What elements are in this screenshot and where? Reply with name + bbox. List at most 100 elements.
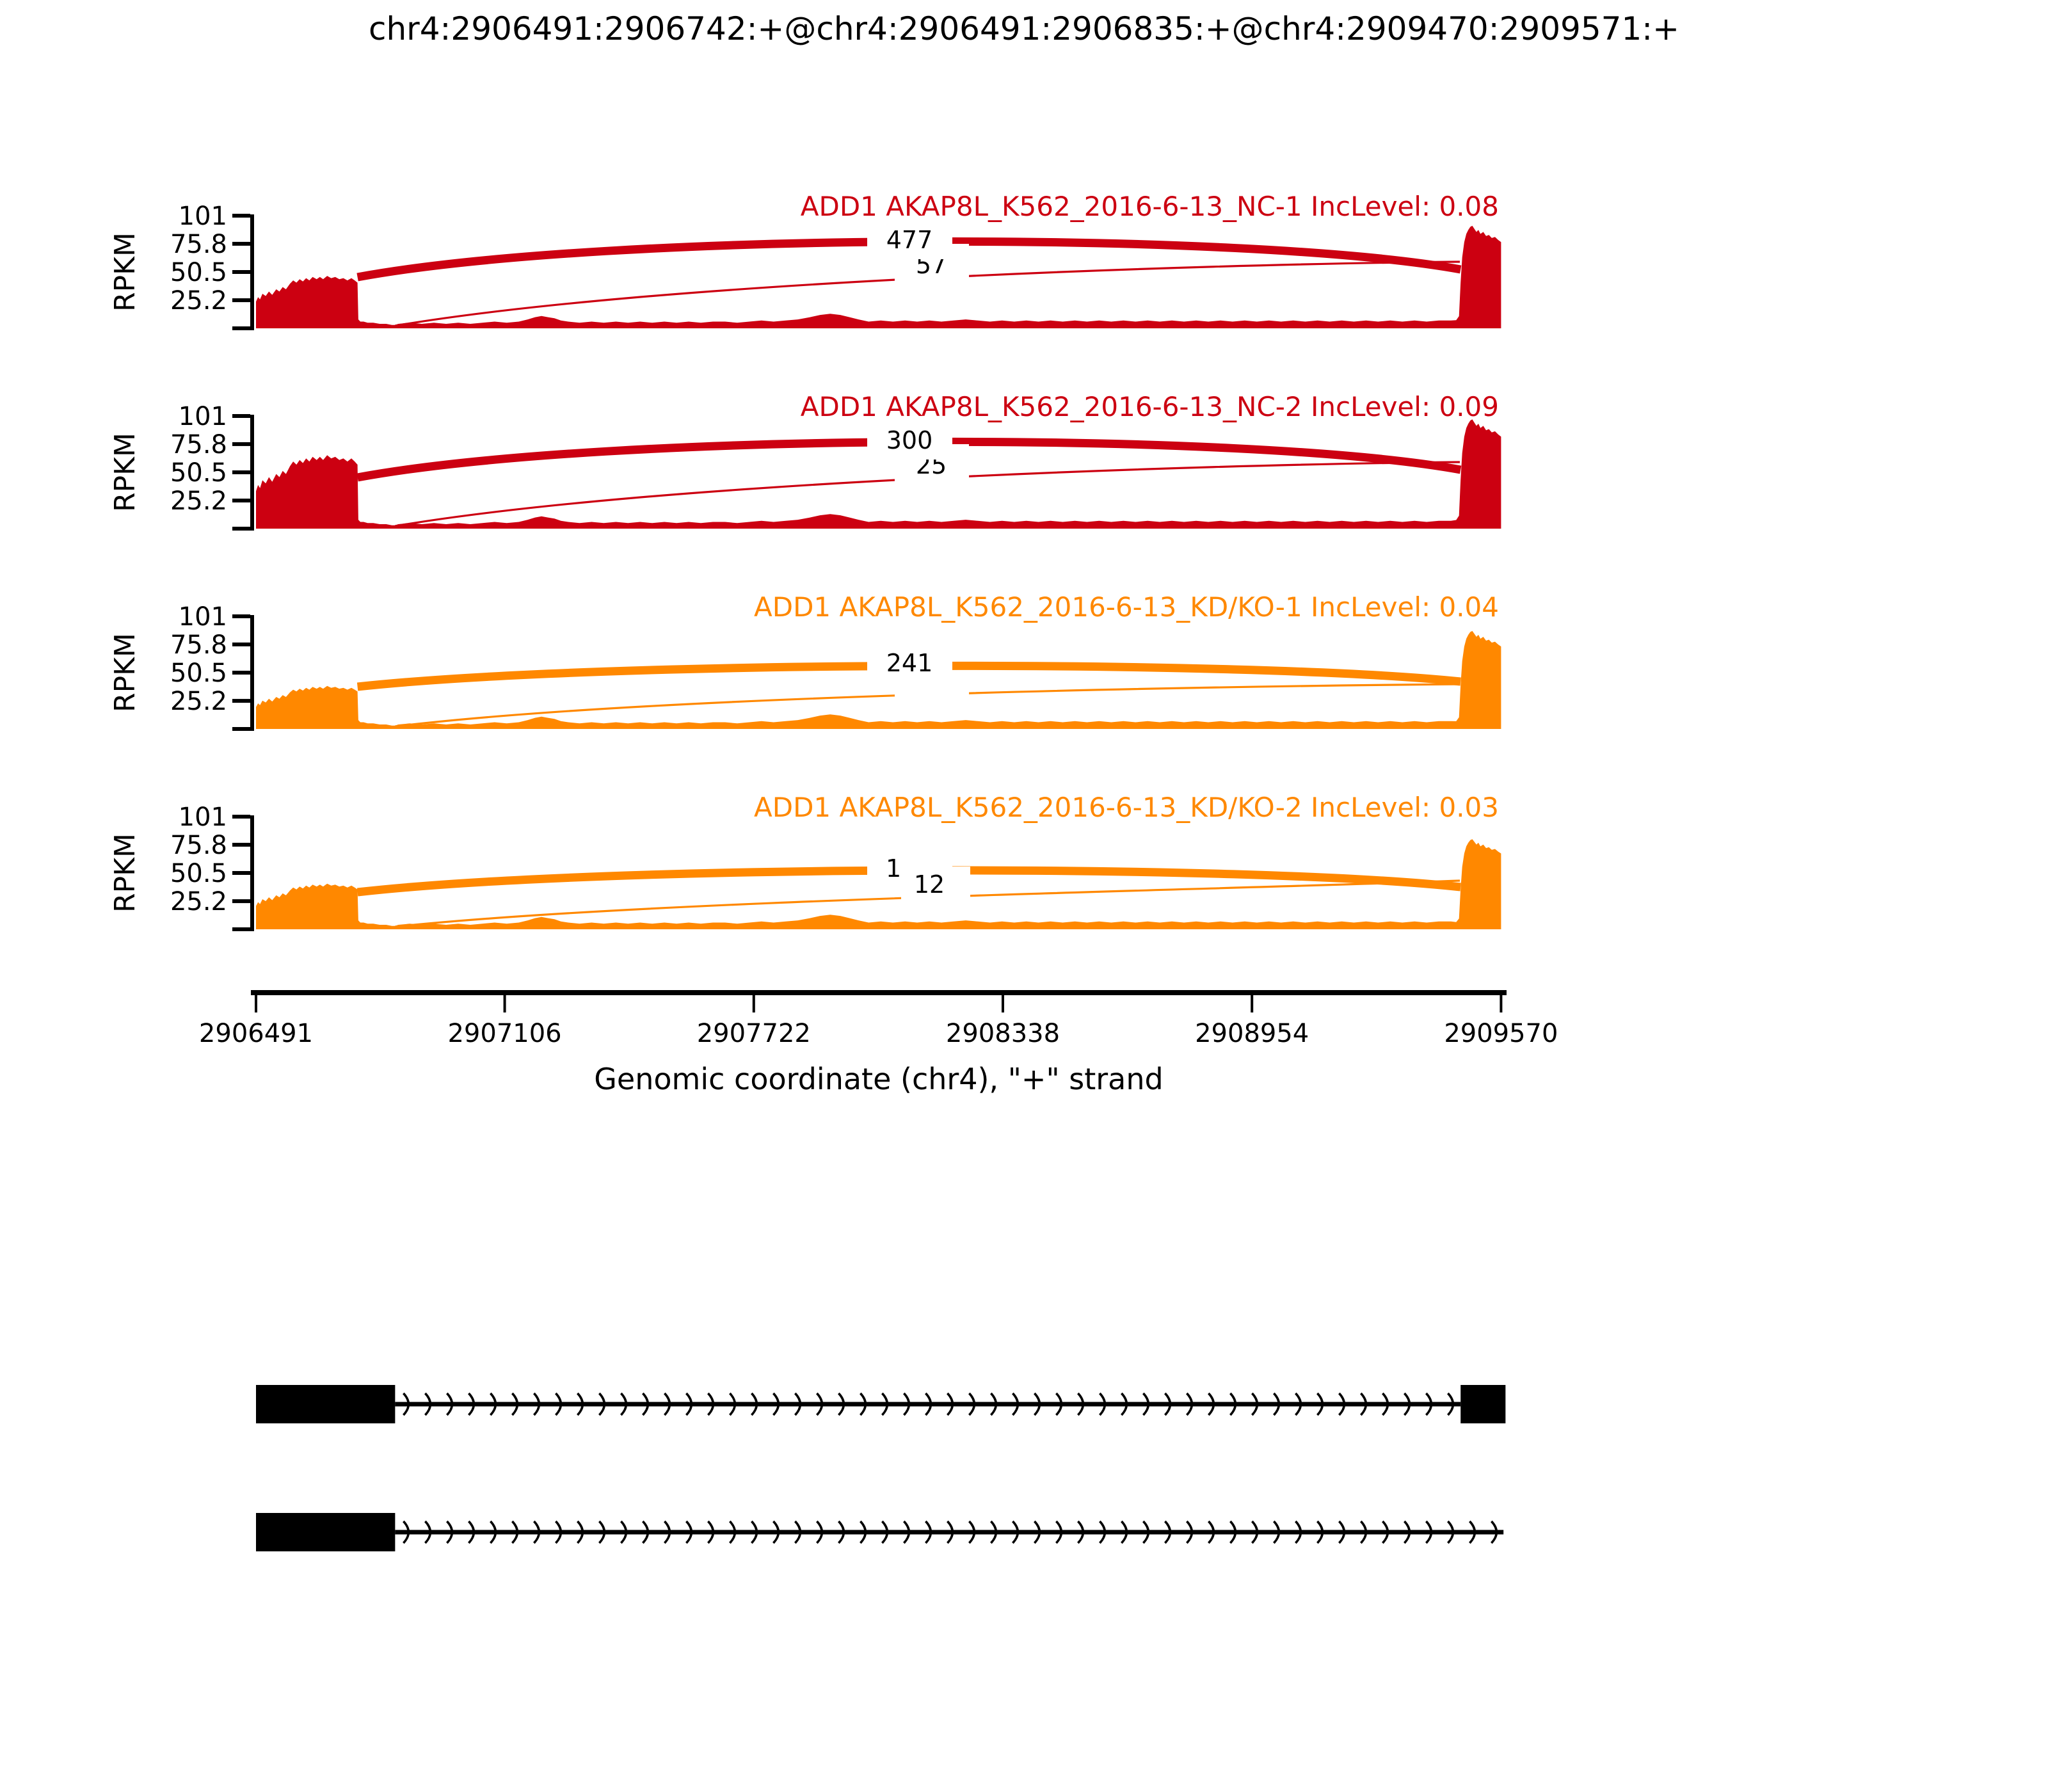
- strand-direction-arrow-icon: [1186, 1392, 1194, 1416]
- y-tick-label: 50.5: [170, 458, 227, 488]
- y-tick-label: 50.5: [170, 659, 227, 688]
- intron-line: [395, 1402, 1461, 1407]
- strand-direction-arrow-icon: [860, 1392, 867, 1416]
- y-axis-tick: [232, 214, 250, 218]
- transcript-1: [256, 1385, 1506, 1423]
- x-axis-tick: [255, 995, 257, 1012]
- strand-direction-arrow-icon: [533, 1520, 541, 1544]
- y-tick-label: 25.2: [170, 486, 227, 516]
- strand-direction-arrow-icon: [1055, 1392, 1063, 1416]
- strand-direction-arrow-icon: [968, 1392, 976, 1416]
- strand-direction-arrow-icon: [860, 1520, 867, 1544]
- strand-direction-arrow-icon: [403, 1392, 410, 1416]
- strand-direction-arrow-icon: [1164, 1520, 1172, 1544]
- y-axis-tick: [232, 899, 250, 904]
- strand-direction-arrow-icon: [1099, 1392, 1107, 1416]
- strand-direction-arrow-icon: [1121, 1520, 1128, 1544]
- track-label: ADD1 AKAP8L_K562_2016-6-13_KD/KO-1 IncLe…: [754, 591, 1499, 623]
- strand-direction-arrow-icon: [903, 1392, 911, 1416]
- y-axis-tick: [232, 326, 250, 330]
- strand-direction-arrow-icon: [1164, 1392, 1172, 1416]
- strand-direction-arrow-icon: [1229, 1520, 1237, 1544]
- strand-direction-arrow-icon: [794, 1392, 802, 1416]
- strand-direction-arrow-icon: [490, 1520, 497, 1544]
- strand-direction-arrow-icon: [1295, 1520, 1302, 1544]
- strand-direction-arrow-icon: [598, 1520, 606, 1544]
- strand-direction-arrow-icon: [1142, 1392, 1150, 1416]
- y-axis-label: RPKM: [109, 633, 141, 712]
- strand-direction-arrow-icon: [490, 1392, 497, 1416]
- x-tick-label: 2909570: [1444, 1019, 1558, 1048]
- y-tick-label: 25.2: [170, 887, 227, 916]
- strand-direction-arrow-icon: [947, 1520, 954, 1544]
- strand-direction-arrow-icon: [642, 1520, 650, 1544]
- strand-direction-arrow-icon: [1034, 1392, 1041, 1416]
- strand-direction-arrow-icon: [925, 1392, 932, 1416]
- x-tick-label: 2907722: [697, 1019, 811, 1048]
- y-axis-tick: [232, 298, 250, 303]
- y-tick-label: 101: [179, 602, 227, 632]
- strand-direction-arrow-icon: [424, 1520, 432, 1544]
- strand-direction-arrow-icon: [1273, 1392, 1281, 1416]
- y-axis-tick: [232, 414, 250, 418]
- strand-direction-arrow-icon: [1382, 1520, 1389, 1544]
- strand-direction-arrow-icon: [468, 1392, 476, 1416]
- strand-direction-arrow-icon: [1121, 1392, 1128, 1416]
- strand-direction-arrow-icon: [1338, 1520, 1346, 1544]
- strand-direction-arrow-icon: [1404, 1392, 1411, 1416]
- y-axis-tick: [232, 927, 250, 931]
- strand-direction-arrow-icon: [468, 1520, 476, 1544]
- strand-direction-arrow-icon: [555, 1520, 563, 1544]
- strand-direction-arrow-icon: [1186, 1520, 1194, 1544]
- x-tick-label: 2908954: [1195, 1019, 1309, 1048]
- strand-direction-arrow-icon: [446, 1392, 454, 1416]
- strand-direction-arrow-icon: [598, 1392, 606, 1416]
- y-tick-label: 75.8: [170, 430, 227, 460]
- x-tick-label: 2907106: [447, 1019, 561, 1048]
- strand-direction-arrow-icon: [1251, 1520, 1259, 1544]
- x-axis: 2906491 2907106 2907722 2908338 2908954 29095…: [199, 990, 1558, 1096]
- strand-direction-arrow-icon: [772, 1392, 780, 1416]
- strand-direction-arrow-icon: [511, 1392, 519, 1416]
- strand-direction-arrow-icon: [968, 1520, 976, 1544]
- strand-direction-arrow-icon: [1012, 1520, 1020, 1544]
- y-axis-tick: [232, 842, 250, 847]
- strand-direction-arrow-icon: [664, 1520, 671, 1544]
- strand-direction-arrow-icon: [533, 1392, 541, 1416]
- junction-label-bg-secondary: [901, 867, 970, 910]
- junction-count-main: 300: [886, 426, 933, 454]
- strand-direction-arrow-icon: [1208, 1520, 1215, 1544]
- y-tick-label: 75.8: [170, 630, 227, 660]
- strand-direction-arrow-icon: [838, 1392, 845, 1416]
- strand-direction-arrow-icon: [751, 1520, 758, 1544]
- y-tick-label: 101: [179, 803, 227, 832]
- strand-direction-arrow-icon: [881, 1392, 889, 1416]
- y-tick-label: 25.2: [170, 286, 227, 316]
- strand-direction-arrow-icon: [446, 1520, 454, 1544]
- y-axis-tick: [232, 470, 250, 474]
- strand-direction-arrow-icon: [685, 1520, 693, 1544]
- strand-direction-arrow-icon: [1404, 1520, 1411, 1544]
- strand-direction-arrow-icon: [772, 1520, 780, 1544]
- y-axis-tick: [232, 642, 250, 646]
- strand-direction-arrow-icon: [1229, 1392, 1237, 1416]
- strand-direction-arrow-icon: [751, 1392, 758, 1416]
- y-axis-tick: [232, 614, 250, 618]
- y-tick-label: 101: [179, 202, 227, 231]
- strand-direction-arrow-icon: [990, 1520, 998, 1544]
- y-tick-label: 75.8: [170, 230, 227, 259]
- x-axis-label: Genomic coordinate (chr4), "+" strand: [594, 1062, 1163, 1096]
- strand-direction-arrow-icon: [620, 1392, 628, 1416]
- x-tick-label: 2908338: [946, 1019, 1060, 1048]
- y-axis-tick: [232, 270, 250, 274]
- exon-box: [256, 1385, 396, 1423]
- junction-label-bg-main: [867, 642, 952, 682]
- strand-direction-arrow-icon: [1491, 1520, 1498, 1544]
- strand-direction-arrow-icon: [1295, 1392, 1302, 1416]
- strand-direction-arrow-icon: [1208, 1392, 1215, 1416]
- track-label: ADD1 AKAP8L_K562_2016-6-13_NC-1 IncLevel…: [801, 191, 1499, 222]
- y-tick-label: 50.5: [170, 258, 227, 287]
